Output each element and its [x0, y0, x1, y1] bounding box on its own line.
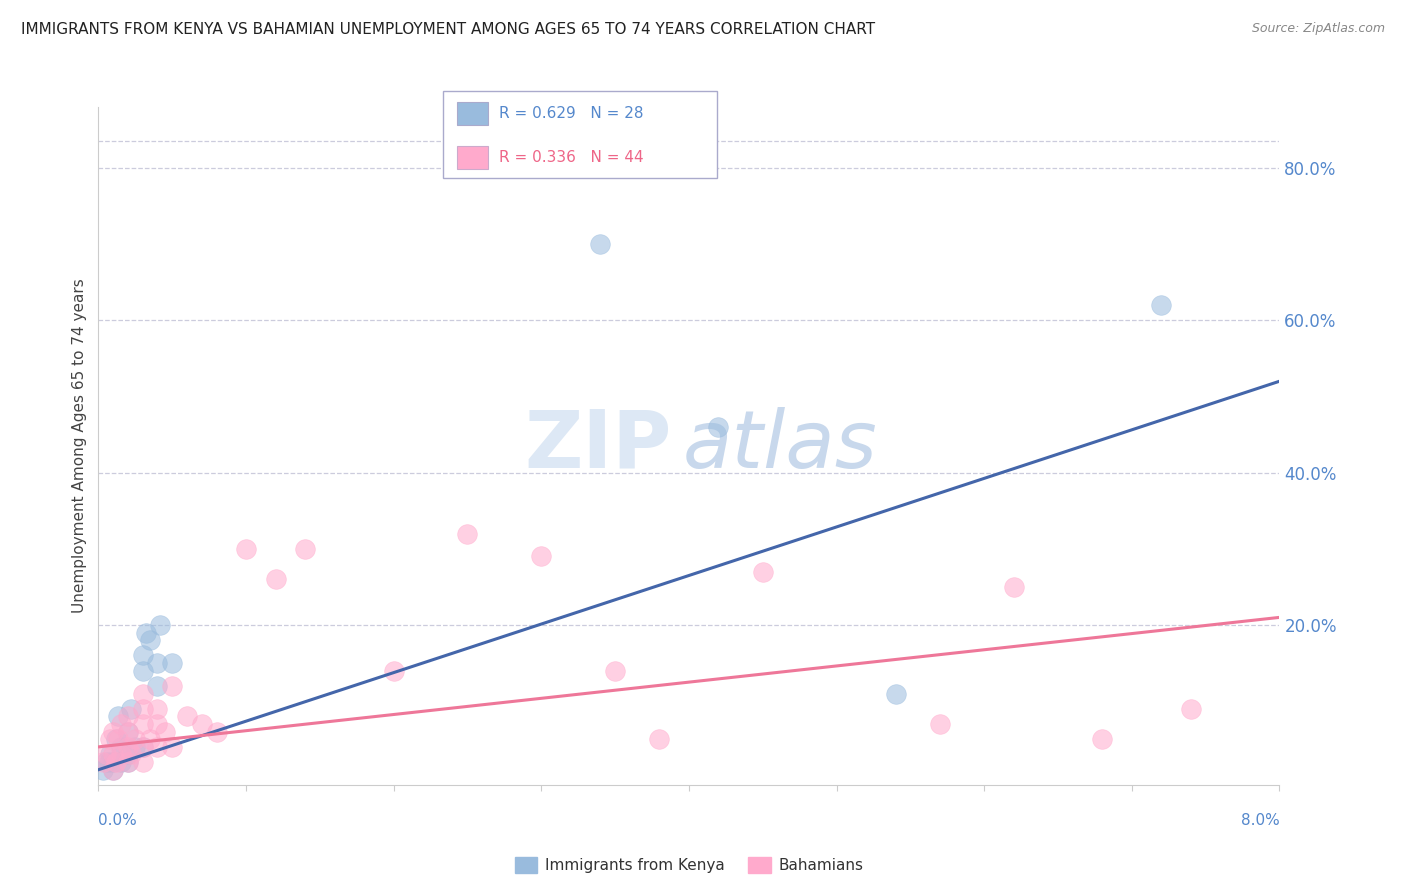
Point	[103, 724, 124, 739]
Point	[191, 717, 214, 731]
Point	[107, 709, 129, 723]
Text: Source: ZipAtlas.com: Source: ZipAtlas.com	[1251, 22, 1385, 36]
Point	[117, 747, 139, 762]
Point	[382, 664, 405, 678]
Point	[91, 755, 114, 769]
Point	[124, 739, 146, 754]
Point	[94, 755, 117, 769]
Point	[117, 709, 139, 723]
Point	[235, 541, 257, 556]
Point	[162, 679, 183, 693]
Point	[530, 549, 553, 564]
Point	[117, 739, 139, 754]
Point	[146, 739, 169, 754]
Text: R = 0.336   N = 44: R = 0.336 N = 44	[499, 151, 644, 165]
Point	[124, 732, 146, 747]
Point	[884, 687, 907, 701]
Text: R = 0.629   N = 28: R = 0.629 N = 28	[499, 106, 644, 120]
Point	[110, 755, 132, 769]
Point	[132, 687, 155, 701]
Point	[132, 755, 155, 769]
Text: atlas: atlas	[683, 407, 877, 485]
Point	[117, 724, 139, 739]
Point	[139, 732, 162, 747]
Point	[162, 739, 183, 754]
Point	[149, 618, 172, 632]
Point	[107, 732, 129, 747]
Point	[94, 747, 117, 762]
Text: ZIP: ZIP	[524, 407, 671, 485]
Legend: Immigrants from Kenya, Bahamians: Immigrants from Kenya, Bahamians	[509, 851, 869, 879]
Point	[264, 572, 287, 586]
Point	[117, 755, 139, 769]
Point	[105, 732, 128, 747]
Point	[97, 755, 120, 769]
Point	[103, 747, 124, 762]
Point	[928, 717, 950, 731]
Point	[103, 763, 124, 777]
Point	[98, 747, 121, 762]
Point	[132, 664, 155, 678]
Point	[105, 755, 128, 769]
Point	[110, 739, 132, 754]
Point	[110, 747, 132, 762]
Point	[120, 747, 142, 762]
Point	[1180, 702, 1202, 716]
Point	[162, 656, 183, 670]
Point	[176, 709, 198, 723]
Point	[456, 526, 478, 541]
Text: IMMIGRANTS FROM KENYA VS BAHAMIAN UNEMPLOYMENT AMONG AGES 65 TO 74 YEARS CORRELA: IMMIGRANTS FROM KENYA VS BAHAMIAN UNEMPL…	[21, 22, 875, 37]
Point	[117, 755, 139, 769]
Point	[132, 702, 155, 716]
Point	[707, 420, 730, 434]
Point	[146, 717, 169, 731]
Point	[91, 763, 114, 777]
Text: 8.0%: 8.0%	[1240, 814, 1279, 828]
Point	[1150, 298, 1173, 312]
Point	[120, 702, 142, 716]
Point	[103, 763, 124, 777]
Point	[1091, 732, 1114, 747]
Point	[205, 724, 228, 739]
Point	[153, 724, 176, 739]
Point	[98, 732, 121, 747]
Point	[132, 648, 155, 663]
Point	[135, 625, 157, 640]
Point	[146, 702, 169, 716]
Point	[132, 739, 155, 754]
Point	[117, 724, 139, 739]
Point	[132, 717, 155, 731]
Point	[589, 237, 612, 252]
Point	[1002, 580, 1025, 594]
Point	[605, 664, 627, 678]
Point	[146, 679, 169, 693]
Point	[751, 565, 773, 579]
Point	[132, 739, 155, 754]
Y-axis label: Unemployment Among Ages 65 to 74 years: Unemployment Among Ages 65 to 74 years	[72, 278, 87, 614]
Point	[294, 541, 316, 556]
Point	[103, 755, 124, 769]
Point	[146, 656, 169, 670]
Text: 0.0%: 0.0%	[98, 814, 138, 828]
Point	[648, 732, 671, 747]
Point	[110, 717, 132, 731]
Point	[139, 633, 162, 648]
